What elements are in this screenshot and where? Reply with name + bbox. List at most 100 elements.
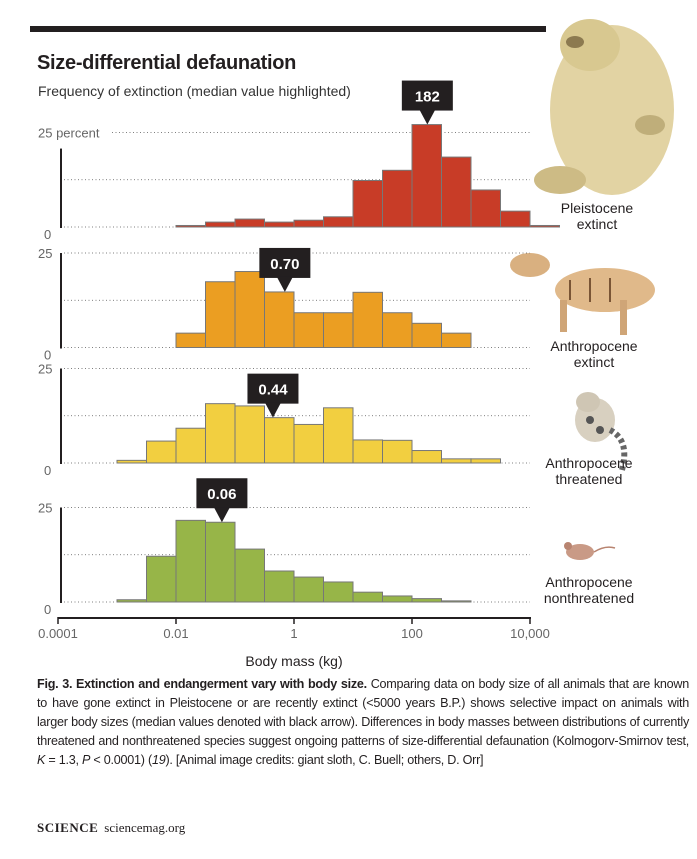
label-line: extinct [576,216,618,232]
histogram-bar [205,403,236,464]
histogram-bar [175,332,206,348]
caption-p: P [82,753,91,767]
median-label-box [401,80,453,111]
histogram-bar [234,271,265,348]
x-tick-label: 0.01 [163,626,188,641]
thylacine-illustration [510,253,655,335]
histogram-bar [234,218,265,228]
x-tick-label: 1 [290,626,297,641]
y-tick-label: 25 [38,362,52,377]
histogram-bar [323,581,354,603]
y-tick-label: 0 [44,602,51,617]
histogram-bar [116,599,147,603]
label-line: Pleistocene [560,200,634,216]
caption-k: K [37,753,46,767]
median-label-box [196,478,248,509]
histogram-bar [529,224,560,228]
median-arrow [276,276,293,292]
panel-label-anthropocene-extinct: Anthropocene extinct [529,338,659,370]
histogram-bar [146,555,177,603]
median-arrow [419,109,436,125]
y-tick-label: 0 [44,227,51,242]
histogram-bar [441,600,472,603]
site-link[interactable]: sciencemag.org [104,820,186,835]
x-tick-label: 0.0001 [38,626,78,641]
histogram-bar [352,291,383,349]
median-arrow [264,402,281,418]
histogram-bar [382,312,413,348]
caption-ref[interactable]: 19 [151,753,166,767]
y-tick-label: 25 [38,246,52,261]
panel-label-anthropocene-nonthreatened: Anthropocene nonthreatened [524,574,654,606]
caption-text: ). [Animal image credits: giant sloth, C… [165,753,484,767]
label-line: nonthreatened [543,590,635,606]
histogram-bar [441,156,472,228]
median-label-box [247,373,299,404]
histogram-chart: 25 percent01822500.702500.442500.060.000… [38,19,674,669]
histogram-bar [116,459,147,464]
clouded-leopard-illustration [575,392,628,471]
histogram-bar [293,423,324,464]
histogram-bar [293,312,324,348]
mouse-illustration [564,542,616,560]
caption-text: < 0.0001) ( [90,753,152,767]
histogram-bar [411,124,442,228]
histogram-bar [441,332,472,348]
histogram-bar [382,439,413,464]
histogram-bar [205,281,236,348]
caption-text: = 1.3, [45,753,83,767]
label-line: threatened [555,471,623,487]
median-value: 0.70 [270,256,299,273]
caption-text: Comparing data on body size of all anima… [37,677,689,748]
y-tick-label: 25 percent [38,126,100,141]
median-value: 0.06 [207,486,236,503]
histogram-bar [411,450,442,464]
histogram-bar [382,169,413,228]
footer: SCIENCE sciencemag.org [37,820,185,836]
histogram-bar [264,291,295,348]
histogram-bar [264,221,295,228]
histogram-bar [352,439,383,464]
histogram-bar [441,458,472,464]
median-value: 0.44 [258,382,288,399]
label-line: Anthropocene [545,574,633,590]
histogram-bar [352,180,383,228]
x-tick-label: 10,000 [510,626,550,641]
label-line: Anthropocene [550,338,638,354]
histogram-bar [175,224,206,228]
histogram-bar [411,598,442,603]
panel-label-pleistocene: Pleistocene extinct [532,200,662,232]
median-label-box [259,247,311,278]
histogram-bar [470,189,501,228]
giant-sloth-illustration [534,19,674,195]
histogram-bar [293,219,324,228]
histogram-bar [293,576,324,603]
journal-name: SCIENCE [37,820,99,835]
chart-subtitle: Frequency of extinction (median value hi… [38,83,351,99]
median-arrow [213,507,230,523]
histogram-bar [175,427,206,464]
histogram-bar [323,407,354,464]
y-tick-label: 0 [44,463,51,478]
histogram-bar [382,595,413,603]
histogram-bar [264,417,295,464]
x-axis-label: Body mass (kg) [245,653,342,669]
histogram-bar [146,440,177,464]
histogram-bar [175,519,206,603]
y-tick-label: 0 [44,348,51,363]
header-rule [30,26,546,32]
histogram-bar [500,210,531,228]
y-tick-label: 25 [38,501,52,516]
histogram-bar [323,312,354,348]
chart-title: Size-differential defaunation [37,52,297,74]
histogram-bar [264,570,295,603]
histogram-bar [352,591,383,603]
panel-label-anthropocene-threatened: Anthropocene threatened [524,455,654,487]
median-value: 182 [415,89,440,106]
label-line: extinct [573,354,615,370]
histogram-bar [323,216,354,228]
figure-caption: Fig. 3. Extinction and endangerment vary… [37,675,689,770]
x-tick-label: 100 [401,626,423,641]
label-line: Anthropocene [545,455,633,471]
histogram-bar [234,405,265,464]
